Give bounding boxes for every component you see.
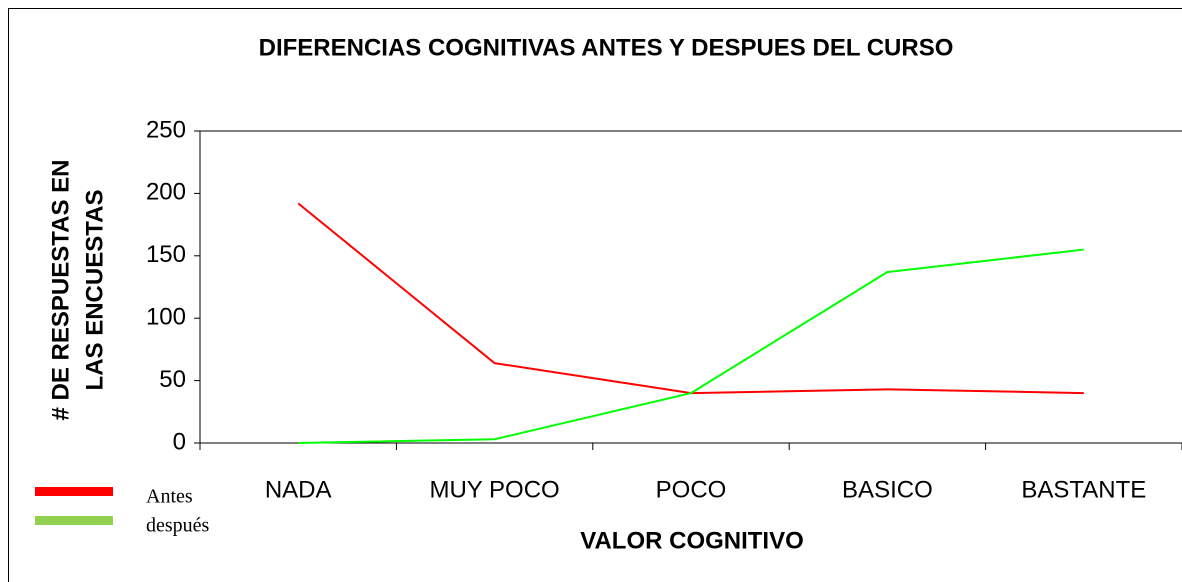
x-axis-label: VALOR COGNITIVO — [580, 527, 804, 554]
line-series — [298, 248, 1084, 444]
y-tick-label: 50 — [159, 366, 186, 393]
y-axis-label: # DE RESPUESTAS EN — [47, 160, 74, 421]
y-tick-label: 150 — [146, 241, 186, 268]
legend-label: después — [146, 515, 210, 537]
legend-label: Antes — [146, 486, 193, 508]
x-tick-label: MUY POCO — [429, 476, 559, 503]
y-tick-label: 250 — [146, 116, 186, 143]
y-tick-label: 200 — [146, 179, 186, 206]
x-tick-label: BASICO — [842, 476, 933, 503]
y-axis-label: LAS ENCUESTAS — [81, 190, 108, 391]
chart-border — [8, 8, 1182, 582]
x-tick-label: BASTANTE — [1021, 476, 1146, 503]
legend-swatch — [35, 516, 113, 525]
x-tick-label: POCO — [656, 476, 727, 503]
chart-title: DIFERENCIAS COGNITIVAS ANTES Y DESPUES D… — [259, 34, 954, 61]
y-tick-label: 100 — [146, 304, 186, 331]
y-tick-label: 0 — [173, 428, 186, 455]
legend-swatch — [35, 487, 113, 496]
x-tick-label: NADA — [265, 476, 332, 503]
